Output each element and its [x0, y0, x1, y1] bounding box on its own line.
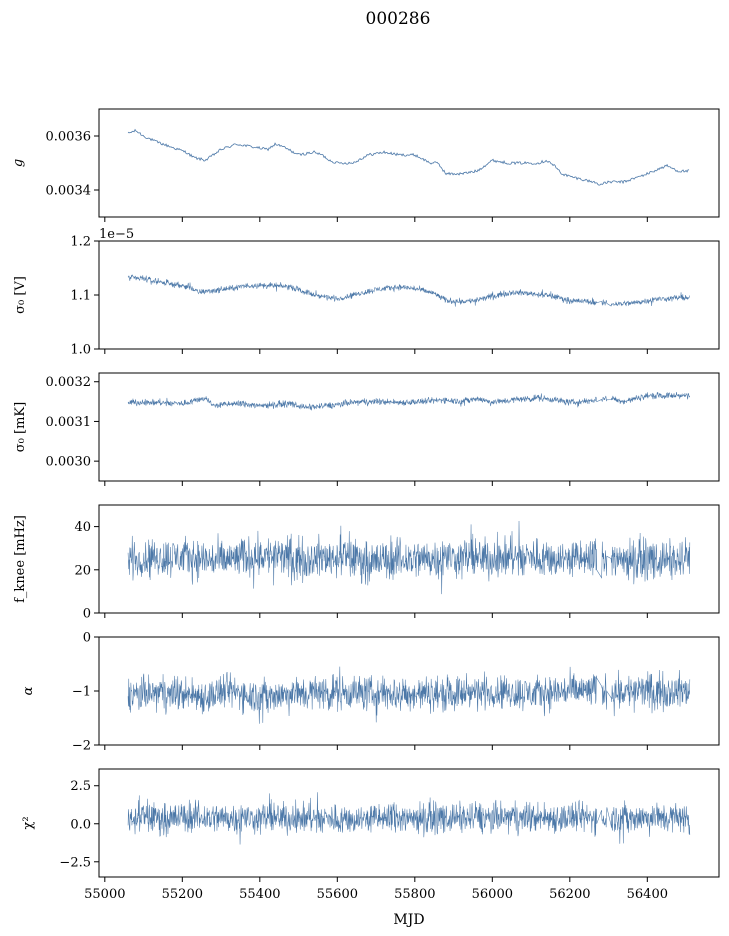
y-tick-label-sigma0_mk: 0.0031 — [46, 415, 92, 430]
y-tick-label-chi2: 2.5 — [70, 779, 91, 794]
x-tick-label: 55800 — [394, 887, 435, 902]
x-tick-label: 56400 — [627, 887, 668, 902]
subplot-fknee: 0 20 40 f_knee [mHz] — [13, 504, 720, 622]
y-offset-text-sigma0_v: 1e−5 — [99, 227, 134, 242]
y-tick-label-chi2: 0.0 — [70, 817, 91, 832]
y-tick-label-sigma0_v: 1.0 — [70, 343, 91, 358]
subplot-chi2: −2.5 0.0 2.5 55000 55200 55400 55600 55800 56000… — [21, 768, 720, 902]
subplot-alpha: −2 −1 0 α — [21, 631, 720, 754]
y-tick-label-alpha: −2 — [72, 739, 91, 754]
axes-frame-chi2 — [98, 768, 720, 878]
axes-frame-sigma0_v — [98, 240, 720, 350]
y-axis-label-sigma0_mk: σ₀ [mK] — [13, 402, 28, 452]
y-tick-label-chi2: −2.5 — [59, 855, 91, 870]
y-tick-label-alpha: −1 — [72, 685, 91, 700]
series-line-sigma0_mk — [127, 391, 691, 411]
y-tick-label-sigma0_mk: 0.0032 — [46, 375, 92, 390]
y-axis-label-alpha: α — [21, 686, 36, 695]
x-tick-label: 56200 — [549, 887, 590, 902]
axes-frame-sigma0_mk — [98, 372, 720, 482]
y-tick-label-sigma0_v: 1.2 — [70, 235, 91, 250]
y-tick-label-alpha: 0 — [83, 631, 91, 646]
y-tick-label-sigma0_mk: 0.0030 — [46, 455, 92, 470]
x-axis-label: MJD — [393, 912, 424, 928]
x-tick-label: 55400 — [239, 887, 280, 902]
y-tick-label-g: 0.0036 — [46, 130, 92, 145]
series-line-g — [127, 128, 690, 186]
y-tick-label-fknee: 0 — [83, 607, 91, 622]
y-axis-label-fknee: f_knee [mHz] — [13, 515, 28, 603]
series-line-chi2 — [127, 792, 691, 845]
y-tick-label-fknee: 20 — [74, 563, 91, 578]
subplot-sigma0_v: 1.0 1.1 1.2 σ₀ [V] 1e−5 — [13, 227, 720, 358]
y-tick-label-sigma0_v: 1.1 — [70, 289, 91, 304]
y-axis-label-chi2: χ² — [21, 816, 36, 829]
y-tick-label-fknee: 40 — [74, 520, 91, 535]
axes-frame-fknee — [98, 504, 720, 614]
x-tick-label: 55000 — [84, 887, 125, 902]
y-tick-label-g: 0.0034 — [46, 184, 92, 199]
series-line-sigma0_v — [127, 274, 690, 307]
x-tick-label: 56000 — [472, 887, 513, 902]
y-axis-label-sigma0_v: σ₀ [V] — [13, 276, 28, 314]
axes-frame-g — [98, 108, 720, 218]
y-axis-label-g: g — [11, 159, 26, 167]
x-tick-label: 55200 — [162, 887, 203, 902]
subplot-g: 0.0034 0.0036 g — [11, 108, 720, 222]
series-line-fknee — [127, 520, 691, 595]
x-tick-label: 55600 — [317, 887, 358, 902]
series-line-alpha — [127, 666, 691, 724]
figure-title: 000286 — [366, 9, 431, 29]
subplot-sigma0_mk: 0.0030 0.0031 0.0032 σ₀ [mK] — [13, 372, 720, 486]
